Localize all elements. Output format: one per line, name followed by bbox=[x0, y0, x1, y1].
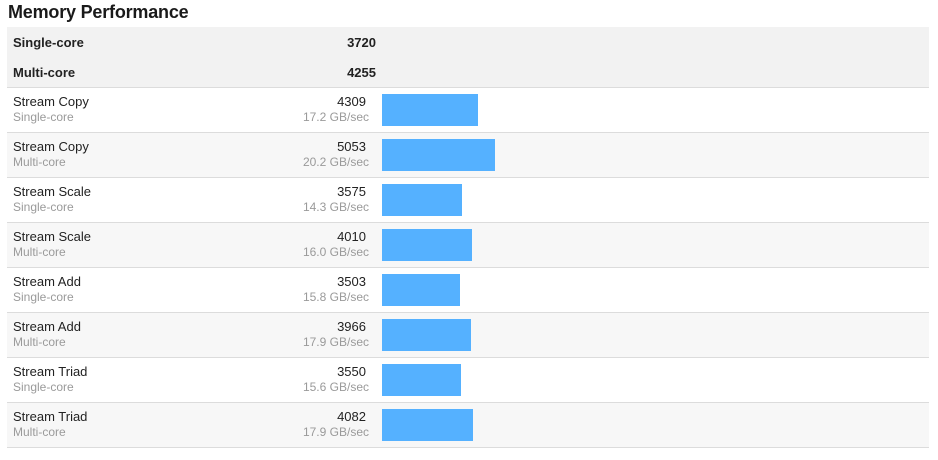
benchmark-mode: Single-core bbox=[13, 380, 74, 394]
benchmark-mode: Multi-core bbox=[13, 155, 66, 169]
table-row: Stream Add Multi-core 3966 17.9 GB/sec bbox=[7, 313, 929, 358]
benchmark-name: Stream Copy bbox=[13, 94, 89, 109]
summary-label: Single-core bbox=[13, 35, 84, 50]
score-bar bbox=[382, 139, 495, 171]
memory-performance-table: Single-core 3720 Multi-core 4255 Stream … bbox=[7, 27, 929, 448]
table-row: Stream Add Single-core 3503 15.8 GB/sec bbox=[7, 268, 929, 313]
benchmark-score: 5053 bbox=[337, 139, 366, 154]
score-bar bbox=[382, 94, 478, 126]
benchmark-name: Stream Triad bbox=[13, 409, 88, 424]
benchmark-mode: Single-core bbox=[13, 110, 74, 124]
benchmark-score: 4309 bbox=[337, 94, 366, 109]
summary-row-single-core: Single-core 3720 bbox=[7, 27, 929, 57]
benchmark-score: 3575 bbox=[337, 184, 366, 199]
benchmark-mode: Single-core bbox=[13, 290, 74, 304]
table-row: Stream Copy Single-core 4309 17.2 GB/sec bbox=[7, 88, 929, 133]
score-bar bbox=[382, 364, 461, 396]
table-row: Stream Triad Single-core 3550 15.6 GB/sec bbox=[7, 358, 929, 403]
summary-value: 4255 bbox=[347, 65, 376, 80]
benchmark-rate: 17.9 GB/sec bbox=[302, 335, 369, 349]
summary-value: 3720 bbox=[347, 35, 376, 50]
benchmark-rate: 15.8 GB/sec bbox=[302, 290, 369, 304]
score-bar bbox=[382, 319, 471, 351]
benchmark-rate: 14.3 GB/sec bbox=[302, 200, 369, 214]
score-bar bbox=[382, 229, 472, 261]
table-row: Stream Copy Multi-core 5053 20.2 GB/sec bbox=[7, 133, 929, 178]
benchmark-name: Stream Triad bbox=[13, 364, 88, 379]
benchmark-rate: 17.2 GB/sec bbox=[302, 110, 369, 124]
summary-label: Multi-core bbox=[13, 65, 76, 80]
benchmark-rate: 17.9 GB/sec bbox=[302, 425, 369, 439]
benchmark-rate: 16.0 GB/sec bbox=[302, 245, 369, 259]
benchmark-name: Stream Scale bbox=[13, 184, 92, 199]
benchmark-mode: Multi-core bbox=[13, 425, 66, 439]
page-title: Memory Performance bbox=[8, 2, 189, 22]
benchmark-name: Stream Scale bbox=[13, 229, 92, 244]
benchmark-score: 3966 bbox=[337, 319, 366, 334]
summary-section: Single-core 3720 Multi-core 4255 bbox=[7, 27, 929, 88]
benchmark-score: 3503 bbox=[337, 274, 366, 289]
benchmark-mode: Single-core bbox=[13, 200, 74, 214]
benchmark-rate: 15.6 GB/sec bbox=[302, 380, 369, 394]
score-bar bbox=[382, 274, 460, 306]
benchmark-mode: Multi-core bbox=[13, 335, 66, 349]
benchmark-mode: Multi-core bbox=[13, 245, 66, 259]
benchmark-name: Stream Add bbox=[13, 274, 81, 289]
table-row: Stream Triad Multi-core 4082 17.9 GB/sec bbox=[7, 403, 929, 448]
summary-row-multi-core: Multi-core 4255 bbox=[7, 57, 929, 87]
table-row: Stream Scale Multi-core 4010 16.0 GB/sec bbox=[7, 223, 929, 268]
benchmark-score: 4082 bbox=[337, 409, 366, 424]
benchmark-rows: Stream Copy Single-core 4309 17.2 GB/sec Str… bbox=[7, 88, 929, 448]
score-bar bbox=[382, 409, 473, 441]
benchmark-rate: 20.2 GB/sec bbox=[302, 155, 369, 169]
benchmark-name: Stream Add bbox=[13, 319, 81, 334]
benchmark-score: 3550 bbox=[337, 364, 366, 379]
benchmark-score: 4010 bbox=[337, 229, 366, 244]
table-row: Stream Scale Single-core 3575 14.3 GB/sec bbox=[7, 178, 929, 223]
benchmark-name: Stream Copy bbox=[13, 139, 89, 154]
score-bar bbox=[382, 184, 462, 216]
